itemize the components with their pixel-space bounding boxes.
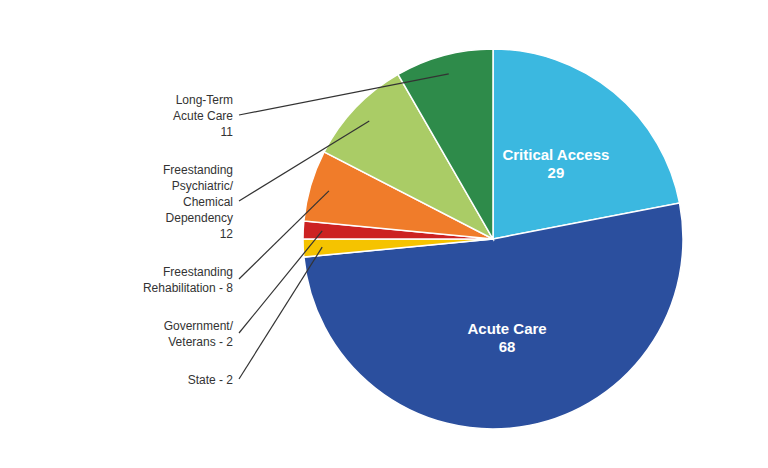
svg-text:FreestandingPsychiatric/Chemic: FreestandingPsychiatric/ChemicalDependen… [163, 163, 234, 241]
svg-text:Government/Veterans - 2: Government/Veterans - 2 [164, 319, 234, 349]
svg-text:Acute Care68: Acute Care68 [467, 319, 546, 354]
svg-text:Critical Access29: Critical Access29 [502, 145, 609, 180]
svg-text:Long-TermAcute Care11: Long-TermAcute Care11 [173, 93, 233, 139]
svg-text:State - 2: State - 2 [188, 373, 234, 387]
svg-text:FreestandingRehabilitation - 8: FreestandingRehabilitation - 8 [143, 265, 233, 295]
